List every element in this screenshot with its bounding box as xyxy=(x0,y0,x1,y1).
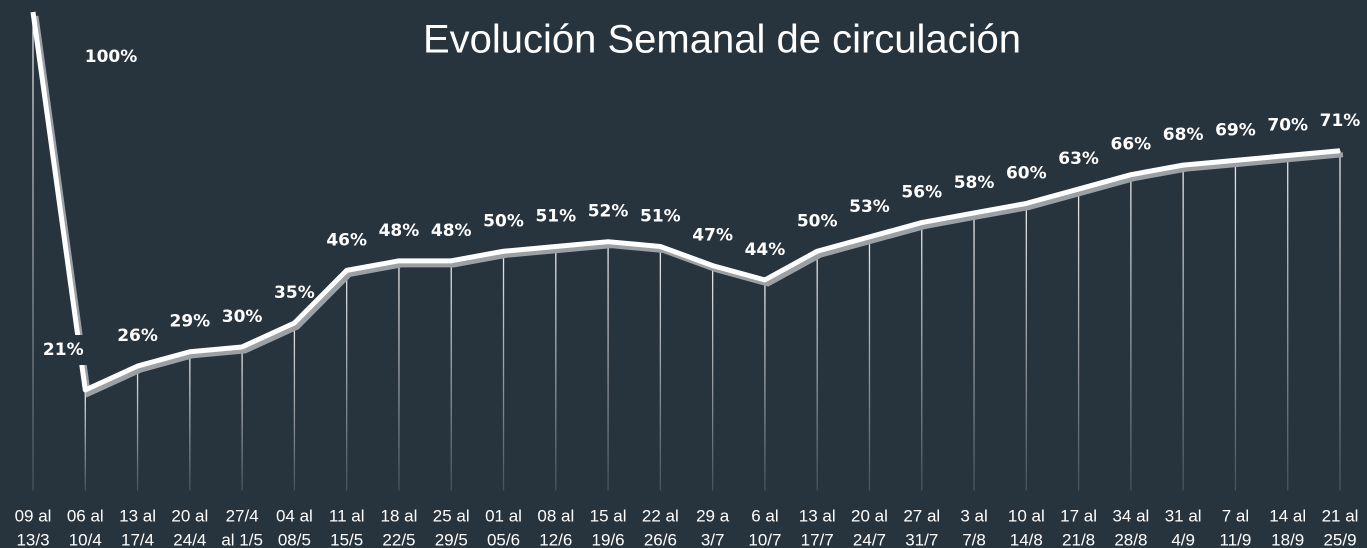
x-tick-label: 10 al xyxy=(1008,506,1045,525)
value-label: 68% xyxy=(1163,125,1204,145)
x-tick-label: 21/8 xyxy=(1062,530,1095,548)
x-tick-label: 25/9 xyxy=(1323,530,1356,548)
x-tick-label: 31 al xyxy=(1165,506,1202,525)
x-tick-label: 17 al xyxy=(1060,506,1097,525)
value-label: 30% xyxy=(222,307,263,327)
value-label: 50% xyxy=(797,211,838,231)
x-tick-label: 04 al xyxy=(276,506,313,525)
x-tick-label: al 1/5 xyxy=(221,530,263,548)
x-tick-label: 7/8 xyxy=(962,530,986,548)
value-label: 70% xyxy=(1267,116,1308,136)
x-tick-label: 15/5 xyxy=(330,530,363,548)
x-tick-label: 27/4 xyxy=(226,506,259,525)
line-shadow xyxy=(33,15,1344,398)
x-tick-label: 18/9 xyxy=(1271,530,1304,548)
x-tick-label: 29/5 xyxy=(435,530,468,548)
value-label: 46% xyxy=(326,230,367,250)
x-tick-label: 27 al xyxy=(903,506,940,525)
value-label: 29% xyxy=(169,312,210,332)
x-tick-label: 25 al xyxy=(433,506,470,525)
x-tick-label: 20 al xyxy=(171,506,208,525)
value-label: 50% xyxy=(483,211,524,231)
value-label: 52% xyxy=(588,202,629,222)
value-label: 48% xyxy=(379,221,420,241)
value-label: 51% xyxy=(535,206,576,226)
x-tick-label: 22 al xyxy=(642,506,679,525)
x-tick-label: 14 al xyxy=(1269,506,1306,525)
x-tick-label: 20 al xyxy=(851,506,888,525)
x-tick-label: 3/7 xyxy=(701,530,725,548)
value-label: 63% xyxy=(1058,149,1099,169)
x-tick-label: 13/3 xyxy=(16,530,49,548)
x-tick-label: 17/7 xyxy=(801,530,834,548)
value-label: 35% xyxy=(274,283,315,303)
x-tick-label: 21 al xyxy=(1322,506,1359,525)
x-tick-label: 13 al xyxy=(119,506,156,525)
x-tick-label: 15 al xyxy=(590,506,627,525)
x-tick-label: 34 al xyxy=(1112,506,1149,525)
x-tick-label: 08 al xyxy=(537,506,574,525)
value-label: 48% xyxy=(431,221,472,241)
x-tick-label: 18 al xyxy=(381,506,418,525)
x-tick-label: 11 al xyxy=(329,506,365,525)
x-tick-label: 7 al xyxy=(1222,506,1249,525)
x-tick-label: 10/7 xyxy=(748,530,781,548)
x-tick-label: 14/8 xyxy=(1010,530,1043,548)
value-label: 60% xyxy=(1006,163,1047,183)
x-tick-label: 19/6 xyxy=(592,530,625,548)
value-label: 47% xyxy=(692,226,733,246)
value-label: 51% xyxy=(640,206,681,226)
value-label: 69% xyxy=(1215,120,1256,140)
x-tick-label: 6 al xyxy=(751,506,778,525)
x-tick-label: 24/4 xyxy=(173,530,206,548)
x-tick-label: 31/7 xyxy=(905,530,938,548)
value-label: 44% xyxy=(745,240,786,260)
x-tick-label: 22/5 xyxy=(382,530,415,548)
label-bg xyxy=(37,335,90,366)
x-tick-label: 10/4 xyxy=(69,530,102,548)
value-label: 26% xyxy=(117,326,158,346)
x-tick-label: 26/6 xyxy=(644,530,677,548)
x-tick-label: 3 al xyxy=(960,506,987,525)
value-label: 53% xyxy=(849,197,890,217)
x-tick-label: 24/7 xyxy=(853,530,886,548)
x-tick-label: 4/9 xyxy=(1171,530,1195,548)
x-tick-label: 28/8 xyxy=(1114,530,1147,548)
x-tick-label: 08/5 xyxy=(278,530,311,548)
x-tick-label: 05/6 xyxy=(487,530,520,548)
x-tick-label: 13 al xyxy=(799,506,836,525)
chart-title: Evolución Semanal de circulación xyxy=(423,18,1021,62)
x-tick-label: 29 a xyxy=(696,506,730,525)
value-label: 56% xyxy=(901,183,942,203)
value-label: 71% xyxy=(1320,111,1361,131)
x-tick-label: 12/6 xyxy=(539,530,572,548)
value-label: 100% xyxy=(85,47,138,67)
x-tick-label: 09 al xyxy=(15,506,52,525)
value-label: 66% xyxy=(1111,135,1152,155)
x-tick-label: 17/4 xyxy=(121,530,154,548)
value-label: 21% xyxy=(43,340,84,360)
line xyxy=(30,11,1341,393)
x-tick-label: 01 al xyxy=(485,506,522,525)
x-tick-label: 11/9 xyxy=(1220,530,1252,548)
value-label: 58% xyxy=(954,173,995,193)
x-tick-label: 06 al xyxy=(67,506,104,525)
